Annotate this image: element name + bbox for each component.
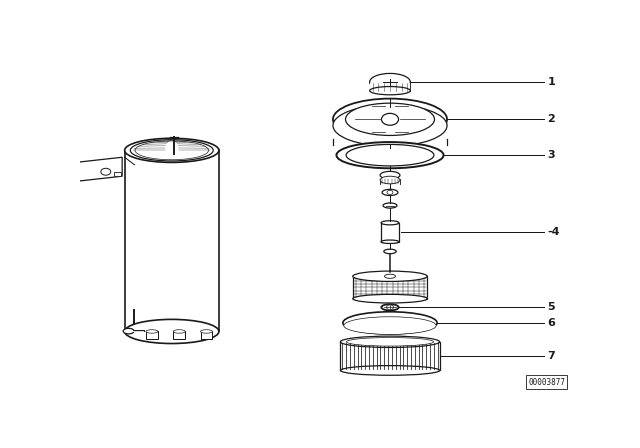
Ellipse shape <box>385 274 396 278</box>
Ellipse shape <box>353 271 428 281</box>
Ellipse shape <box>381 240 399 244</box>
Ellipse shape <box>131 140 213 161</box>
Text: 7: 7 <box>547 351 555 361</box>
Ellipse shape <box>371 319 399 323</box>
Ellipse shape <box>380 176 400 184</box>
Ellipse shape <box>333 99 447 140</box>
Ellipse shape <box>382 190 398 195</box>
Ellipse shape <box>173 330 185 333</box>
Ellipse shape <box>346 103 435 135</box>
Circle shape <box>101 168 111 175</box>
Circle shape <box>381 113 399 125</box>
Ellipse shape <box>333 105 447 146</box>
Bar <box>340 342 440 370</box>
Ellipse shape <box>340 366 440 375</box>
Ellipse shape <box>337 142 444 168</box>
Bar <box>173 332 185 339</box>
Ellipse shape <box>370 86 410 95</box>
Ellipse shape <box>200 330 212 333</box>
Text: 2: 2 <box>547 114 555 124</box>
Ellipse shape <box>380 172 400 179</box>
Ellipse shape <box>384 249 396 254</box>
Bar <box>114 172 121 176</box>
Bar <box>381 223 399 242</box>
Ellipse shape <box>344 317 436 334</box>
Bar <box>353 276 428 299</box>
Text: 3: 3 <box>547 150 555 160</box>
Text: -4: -4 <box>547 227 560 237</box>
Circle shape <box>387 305 394 310</box>
Ellipse shape <box>125 138 219 163</box>
Ellipse shape <box>343 312 437 334</box>
Bar <box>370 83 410 90</box>
Text: 1: 1 <box>547 77 555 87</box>
Text: 5: 5 <box>547 302 555 312</box>
Bar <box>200 332 212 339</box>
Ellipse shape <box>340 336 440 348</box>
Ellipse shape <box>123 328 134 334</box>
Ellipse shape <box>346 144 434 166</box>
Ellipse shape <box>125 319 219 344</box>
Bar <box>146 332 158 339</box>
Ellipse shape <box>381 221 399 225</box>
Text: 6: 6 <box>547 318 555 328</box>
Ellipse shape <box>346 337 434 346</box>
Ellipse shape <box>370 73 410 90</box>
Ellipse shape <box>353 294 428 303</box>
Ellipse shape <box>383 203 397 208</box>
Ellipse shape <box>135 141 209 160</box>
Polygon shape <box>60 157 122 183</box>
Circle shape <box>387 190 393 194</box>
Ellipse shape <box>146 330 158 333</box>
Ellipse shape <box>381 304 399 310</box>
Text: 00003877: 00003877 <box>528 378 565 387</box>
